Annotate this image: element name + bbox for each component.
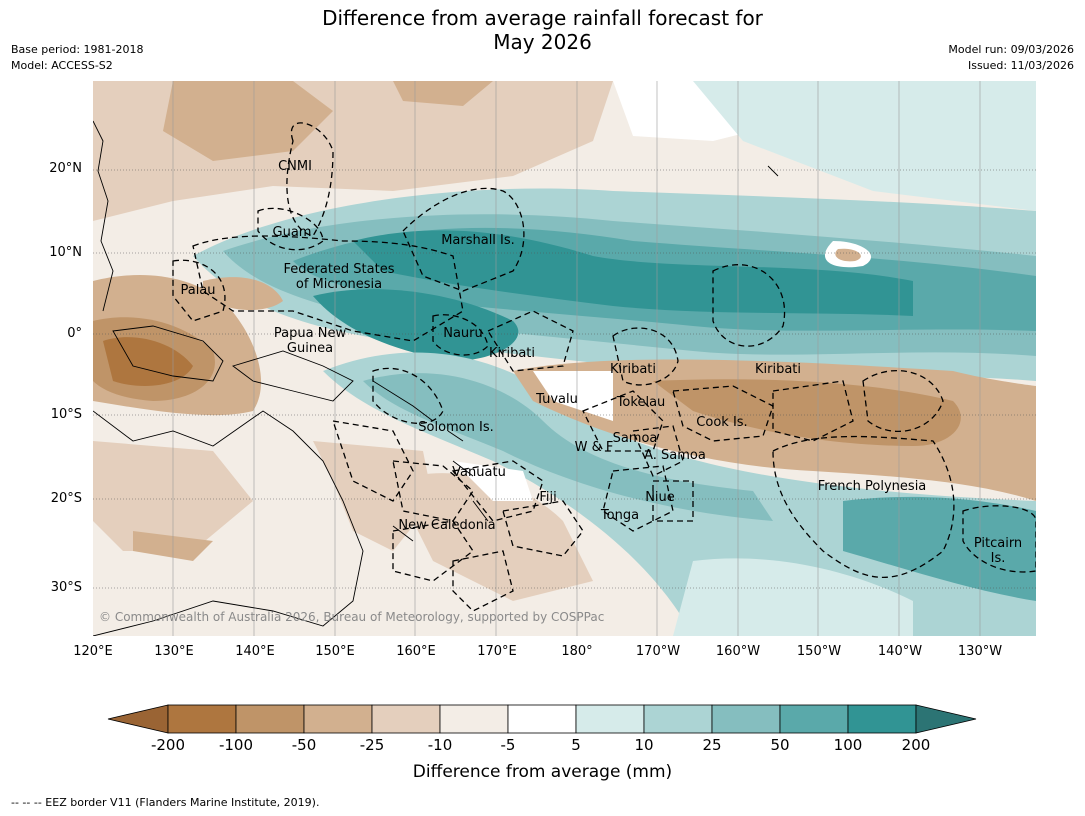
region-label: Tuvalu: [535, 392, 578, 407]
colorbar-cell: [167, 704, 237, 734]
region-label: Is.: [991, 551, 1006, 566]
eez-borders: [172, 122, 1036, 612]
colorbar-cell: [439, 704, 509, 734]
region-label: Niue: [645, 490, 675, 505]
base-period-text: Base period: 1981-2018: [11, 43, 144, 56]
y-tick-label: 0°: [67, 326, 82, 341]
x-tick-label: 140°W: [877, 644, 923, 659]
colorbar-tick: 100: [833, 736, 863, 754]
model-run-text: Model run: 09/03/2026: [948, 43, 1074, 56]
y-tick-label: 10°N: [49, 245, 82, 260]
colorbar-cell: [303, 704, 373, 734]
y-tick-label: 20°N: [49, 161, 82, 176]
graticule: [172, 81, 981, 636]
region-label: CNMI: [278, 159, 312, 174]
rainfall-field: [93, 81, 1036, 636]
colorbar-extend-high: [915, 704, 977, 734]
meta-left: Base period: 1981-2018 Model: ACCESS-S2: [11, 42, 143, 74]
region-label: A. Samoa: [644, 448, 706, 463]
region-label: Marshall Is.: [441, 233, 515, 248]
model-text: Model: ACCESS-S2: [11, 59, 113, 72]
region-label: Fiji: [539, 490, 556, 505]
region-label: French Polynesia: [818, 479, 927, 494]
title-line-1: Difference from average rainfall forecas…: [322, 6, 763, 30]
x-tick-label: 150°W: [796, 644, 842, 659]
region-label: Pitcairn: [974, 536, 1022, 551]
copyright-text: © Commonwealth of Australia 2026, Bureau…: [99, 610, 604, 624]
colorbar-cell: [643, 704, 713, 734]
x-tick-label: 130°W: [957, 644, 1003, 659]
region-label: Guam: [273, 225, 312, 240]
region-label: Samoa: [613, 431, 658, 446]
region-label: Solomon Is.: [418, 420, 494, 435]
region-label: Federated States: [284, 262, 395, 277]
colorbar-cell: [507, 704, 577, 734]
colorbar-tick: -50: [291, 736, 317, 754]
colorbar-cell: [847, 704, 917, 734]
colorbar-tick: 50: [770, 736, 790, 754]
region-label: Kiribati: [610, 362, 656, 377]
colorbar: [107, 704, 977, 734]
region-label: Kiribati: [755, 362, 801, 377]
colorbar-cell: [711, 704, 781, 734]
colorbar-cell: [371, 704, 441, 734]
colorbar-tick: -25: [359, 736, 385, 754]
colorbar-tick: 10: [634, 736, 654, 754]
colorbar-label: Difference from average (mm): [412, 762, 673, 782]
colorbar-tick: 25: [702, 736, 722, 754]
region-label: New Caledonia: [398, 518, 495, 533]
map-title: Difference from average rainfall forecas…: [0, 6, 1085, 54]
x-tick-label: 120°E: [73, 644, 113, 659]
region-label: Guinea: [287, 341, 333, 356]
colorbar-tick: -5: [500, 736, 516, 754]
x-tick-label: 170°E: [477, 644, 517, 659]
graticule-parallels: [93, 169, 1036, 589]
footnote: -- -- -- EEZ border V11 (Flanders Marine…: [11, 796, 320, 809]
x-tick-label: 150°E: [315, 644, 355, 659]
colorbar-tick: -100: [218, 736, 254, 754]
y-tick-label: 30°S: [50, 580, 82, 595]
colorbar-extend-low: [107, 704, 169, 734]
y-tick-label: 10°S: [50, 407, 82, 422]
map-panel: CNMI Guam Marshall Is. Federated States …: [93, 81, 1036, 636]
region-label: Vanuatu: [452, 465, 506, 480]
coastlines: [93, 120, 779, 636]
region-label: W & F: [575, 440, 614, 455]
region-label: Cook Is.: [696, 415, 747, 430]
region-label: Nauru: [443, 326, 483, 341]
region-labels: CNMI Guam Marshall Is. Federated States …: [180, 159, 1022, 566]
colorbar-tick: -200: [150, 736, 186, 754]
colorbar-tick: 5: [571, 736, 581, 754]
colorbar-tick: -10: [427, 736, 453, 754]
x-tick-label: 140°E: [235, 644, 275, 659]
x-tick-label: 130°E: [154, 644, 194, 659]
meta-right: Model run: 09/03/2026 Issued: 11/03/2026: [948, 42, 1074, 74]
issued-text: Issued: 11/03/2026: [967, 59, 1074, 72]
x-tick-label: 180°: [561, 644, 593, 659]
region-label: Palau: [180, 283, 215, 298]
region-label: Papua New: [274, 326, 347, 341]
colorbar-tick: 200: [901, 736, 931, 754]
colorbar-cell: [235, 704, 305, 734]
y-tick-label: 20°S: [50, 491, 82, 506]
region-label: Tokelau: [616, 395, 666, 410]
region-label: Tonga: [600, 508, 639, 523]
colorbar-cell: [779, 704, 849, 734]
x-tick-label: 170°W: [635, 644, 681, 659]
map-svg: CNMI Guam Marshall Is. Federated States …: [93, 81, 1036, 636]
x-tick-label: 160°E: [396, 644, 436, 659]
title-line-2: May 2026: [493, 30, 592, 54]
region-label: of Micronesia: [296, 277, 382, 292]
x-tick-label: 160°W: [715, 644, 761, 659]
colorbar-cell: [575, 704, 645, 734]
region-label: Kiribati: [489, 346, 535, 361]
